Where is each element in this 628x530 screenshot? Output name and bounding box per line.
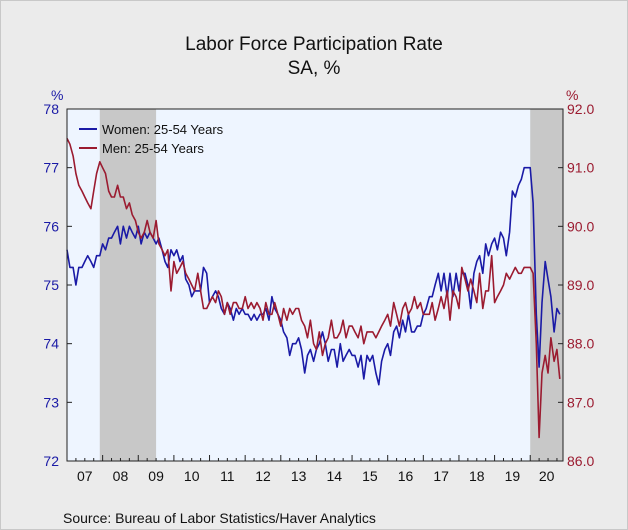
legend: Women: 25-54 Years Men: 25-54 Years bbox=[79, 122, 224, 156]
x-tick-label: 18 bbox=[469, 468, 485, 484]
series-line-women bbox=[66, 166, 561, 386]
source-note: Source: Bureau of Labor Statistics/Haver… bbox=[63, 510, 376, 526]
x-tick-label: 15 bbox=[362, 468, 378, 484]
left-tick-label: 74 bbox=[43, 336, 59, 352]
chart-title: Labor Force Participation Rate bbox=[185, 34, 443, 55]
series-line-men bbox=[66, 137, 561, 439]
right-tick-label: 91.0 bbox=[567, 160, 594, 176]
axes: 72 73 74 75 76 77 78 86.0 87.0 88.0 89.0 90.0 91.0 92… bbox=[43, 101, 594, 484]
x-tick-label: 08 bbox=[113, 468, 129, 484]
right-tick-label: 92.0 bbox=[567, 101, 594, 117]
right-tick-label: 89.0 bbox=[567, 277, 594, 293]
x-tick-label: 16 bbox=[398, 468, 414, 484]
x-tick-label: 17 bbox=[433, 468, 449, 484]
x-tick-label: 11 bbox=[220, 468, 235, 484]
right-tick-label: 90.0 bbox=[567, 218, 594, 234]
left-tick-label: 78 bbox=[43, 101, 59, 117]
right-tick-label: 86.0 bbox=[567, 453, 594, 469]
left-tick-label: 72 bbox=[43, 453, 59, 469]
left-tick-label: 77 bbox=[43, 160, 59, 176]
left-tick-label: 75 bbox=[43, 277, 59, 293]
x-tick-label: 13 bbox=[291, 468, 307, 484]
x-tick-label: 14 bbox=[326, 468, 342, 484]
x-tick-label: 20 bbox=[539, 468, 555, 484]
recession-band-0 bbox=[99, 109, 157, 461]
legend-label-women: Women: 25-54 Years bbox=[102, 122, 224, 137]
legend-label-men: Men: 25-54 Years bbox=[102, 141, 204, 156]
x-tick-label: 12 bbox=[255, 468, 271, 484]
left-tick-label: 76 bbox=[43, 218, 59, 234]
left-axis-unit: % bbox=[51, 87, 63, 103]
right-tick-label: 87.0 bbox=[567, 394, 594, 410]
chart-subtitle: SA, % bbox=[288, 58, 341, 79]
x-tick-label: 10 bbox=[184, 468, 200, 484]
x-tick-label: 19 bbox=[505, 468, 521, 484]
right-tick-label: 88.0 bbox=[567, 336, 594, 352]
series-lines bbox=[66, 137, 561, 439]
x-tick-label: 09 bbox=[148, 468, 164, 484]
left-tick-label: 73 bbox=[43, 394, 59, 410]
x-tick-label: 07 bbox=[77, 468, 93, 484]
right-axis-unit: % bbox=[566, 87, 578, 103]
